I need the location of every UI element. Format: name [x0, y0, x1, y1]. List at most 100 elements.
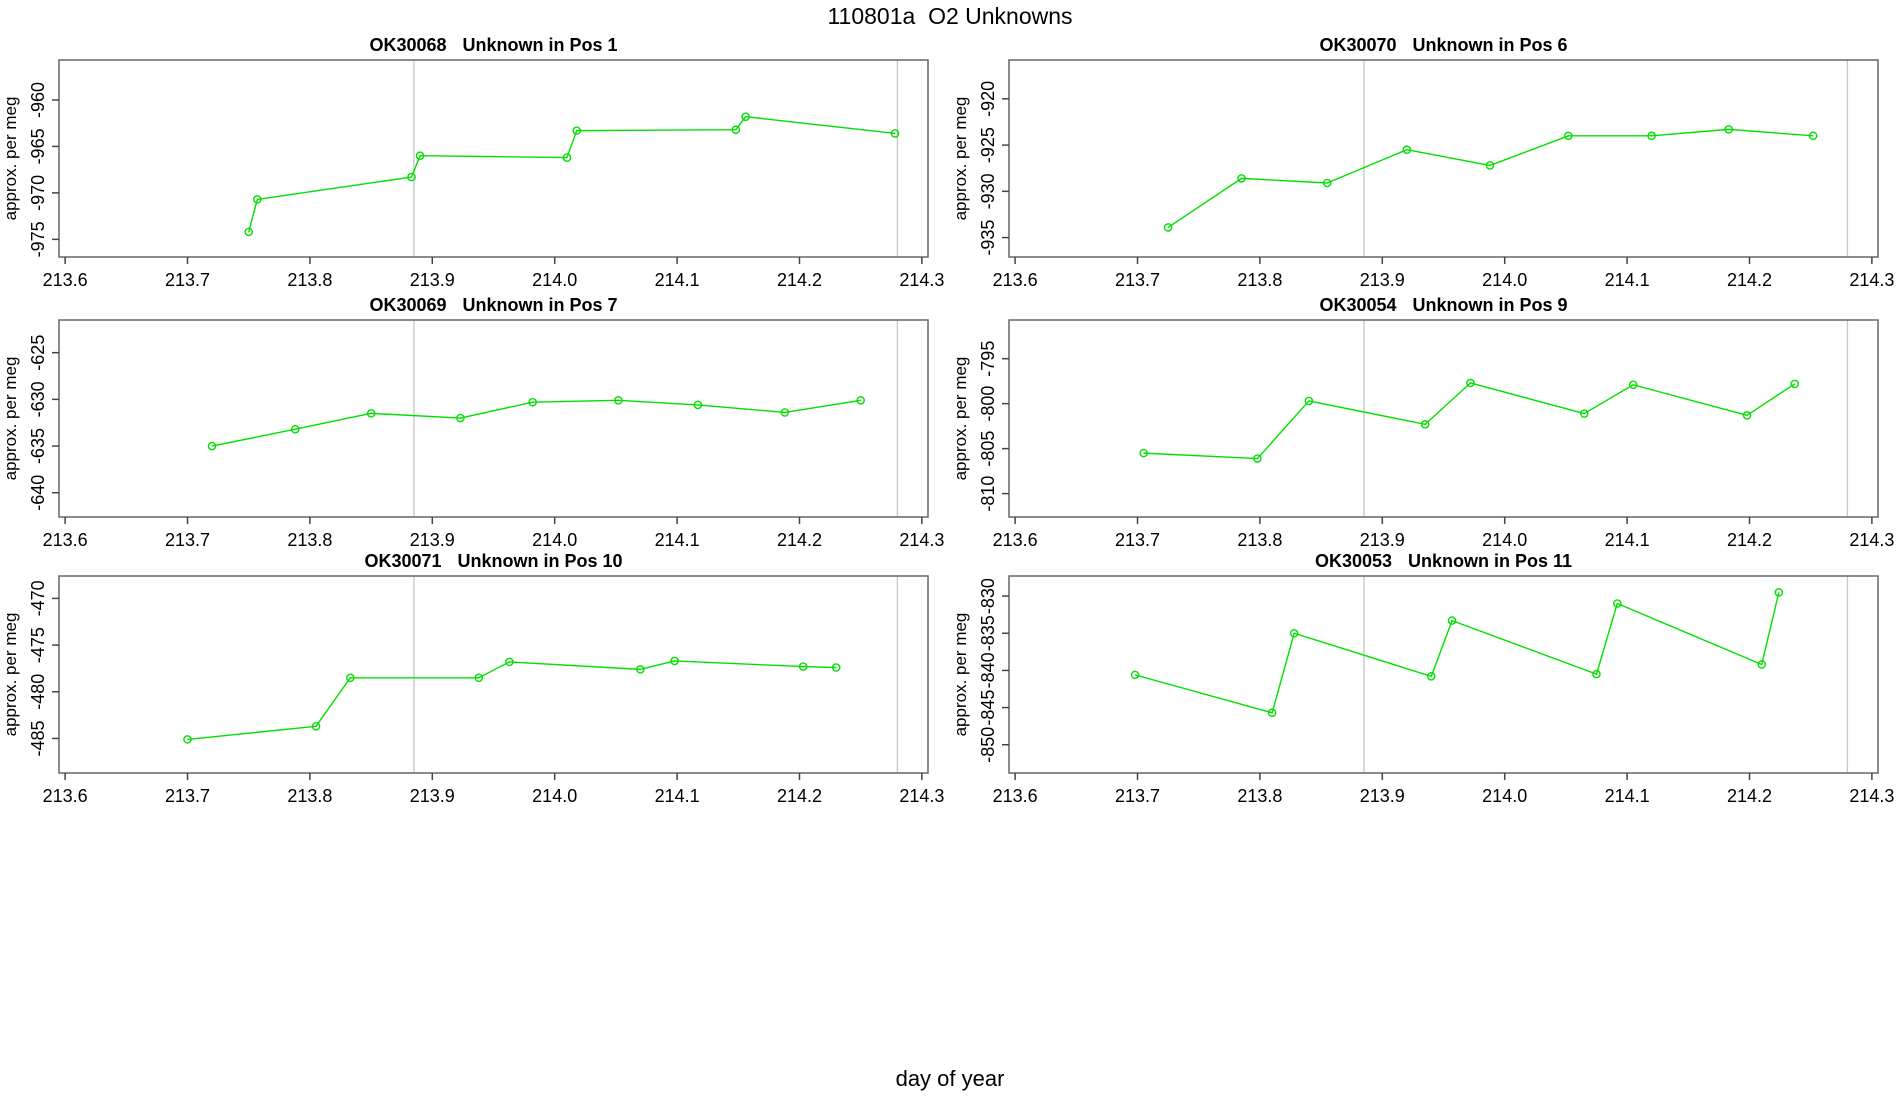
data-point: [183, 735, 192, 744]
x-tick-label: 214.3: [899, 270, 944, 290]
x-tick-label: 214.1: [1605, 530, 1650, 550]
data-point: [1592, 669, 1601, 679]
y-tick-label: -960: [28, 82, 48, 118]
data-point: [780, 408, 790, 417]
data-point: [474, 673, 484, 683]
x-tick-label: 213.9: [1360, 530, 1405, 550]
plot-box: [58, 319, 929, 518]
series-line: [211, 399, 861, 447]
data-point: [831, 663, 841, 672]
data-point: [1420, 420, 1430, 429]
data-point: [1426, 672, 1436, 681]
data-point: [1628, 380, 1638, 390]
x-tick-label: 214.2: [1727, 786, 1772, 806]
data-point: [890, 129, 900, 138]
x-axis-label: day of year: [895, 1066, 1005, 1091]
data-point: [1790, 379, 1800, 389]
y-axis-label: approx. per meg: [1, 357, 20, 481]
sample-id: OK30053: [1315, 551, 1392, 571]
x-tick-label: 213.7: [165, 530, 210, 550]
x-tick-label: 213.8: [287, 270, 332, 290]
data-point: [1402, 145, 1412, 155]
x-tick-label: 214.0: [532, 530, 577, 550]
y-axis-label: approx. per meg: [951, 357, 970, 481]
x-tick-label: 213.7: [1115, 530, 1160, 550]
data-point: [345, 673, 355, 683]
data-point: [528, 397, 537, 407]
x-tick-label: 213.6: [43, 786, 88, 806]
subplot-OK30069: 213.6 213.7 213.8 213.9 214.0 214.1 214.2 214.3…: [1, 295, 944, 550]
data-point: [244, 227, 254, 237]
sample-pos-label: Unknown in Pos 9: [1413, 295, 1568, 315]
data-point: [366, 409, 376, 418]
sample-id: OK30070: [1319, 35, 1396, 55]
x-tick-label: 213.8: [1237, 530, 1282, 550]
x-tick-label: 213.7: [165, 786, 210, 806]
subplot-OK30053: 213.6 213.7 213.8 213.9 214.0 214.1 214.2 214.3…: [951, 551, 1894, 806]
y-tick-label: -470: [28, 580, 48, 616]
sample-id: OK30054: [1319, 295, 1396, 315]
data-point: [1130, 670, 1140, 680]
data-point: [798, 662, 808, 671]
y-tick-label: -630: [28, 381, 48, 417]
y-axis-label: approx. per meg: [1, 613, 20, 737]
y-tick-label: -850: [978, 727, 998, 763]
x-tick-label: 213.8: [287, 530, 332, 550]
data-point: [1289, 628, 1299, 638]
plot-box: [58, 575, 929, 774]
x-tick-label: 213.6: [993, 530, 1038, 550]
series-line: [1167, 128, 1814, 228]
data-point: [1564, 131, 1573, 141]
x-tick-label: 214.1: [655, 530, 700, 550]
subplot-OK30054: 213.6 213.7 213.8 213.9 214.0 214.1 214.2 214.3…: [951, 295, 1894, 550]
y-tick-label: -925: [978, 127, 998, 163]
x-tick-label: 214.0: [1482, 530, 1527, 550]
x-tick-label: 213.7: [1115, 786, 1160, 806]
x-tick-label: 214.3: [899, 786, 944, 806]
data-point: [731, 125, 741, 134]
data-point: [1304, 396, 1314, 406]
x-tick-label: 213.6: [43, 530, 88, 550]
data-point: [1808, 131, 1818, 141]
x-tick-label: 213.9: [1360, 270, 1405, 290]
y-tick-label: -930: [978, 173, 998, 209]
x-tick-label: 214.2: [777, 270, 822, 290]
data-point: [1579, 409, 1589, 418]
series-line: [248, 115, 896, 233]
data-point: [636, 665, 645, 674]
data-point: [1163, 223, 1173, 232]
data-point: [505, 657, 514, 667]
y-tick-label: -840: [978, 652, 998, 688]
data-point: [252, 195, 262, 204]
x-tick-label: 213.7: [165, 270, 210, 290]
y-tick-label: -625: [28, 335, 48, 371]
sample-pos-label: Unknown in Pos 6: [1413, 35, 1568, 55]
data-point: [614, 395, 623, 405]
subplot-title: OK30053 Unknown in Pos 11: [1315, 551, 1572, 571]
x-tick-label: 213.9: [410, 786, 455, 806]
x-tick-label: 214.0: [532, 270, 577, 290]
data-point: [1757, 660, 1767, 669]
series-line: [187, 660, 837, 741]
sample-id: OK30069: [369, 295, 446, 315]
x-tick-label: 213.8: [287, 786, 332, 806]
y-axis-label: approx. per meg: [951, 613, 970, 737]
y-tick-label: -480: [28, 674, 48, 710]
data-point: [1267, 708, 1277, 718]
y-tick-label: -835: [978, 615, 998, 651]
y-axis-label: approx. per meg: [951, 97, 970, 221]
x-tick-label: 214.2: [777, 786, 822, 806]
x-tick-label: 213.9: [410, 270, 455, 290]
y-tick-label: -800: [978, 386, 998, 422]
data-point: [290, 424, 300, 434]
subplot-title: OK30070 Unknown in Pos 6: [1319, 35, 1567, 55]
x-tick-label: 214.3: [1849, 786, 1894, 806]
x-tick-label: 214.0: [1482, 786, 1527, 806]
x-tick-label: 214.1: [1605, 270, 1650, 290]
x-tick-label: 213.6: [993, 786, 1038, 806]
series-line: [1134, 592, 1780, 714]
x-tick-label: 213.8: [1237, 270, 1282, 290]
y-tick-label: -970: [28, 175, 48, 211]
x-tick-label: 213.7: [1115, 270, 1160, 290]
